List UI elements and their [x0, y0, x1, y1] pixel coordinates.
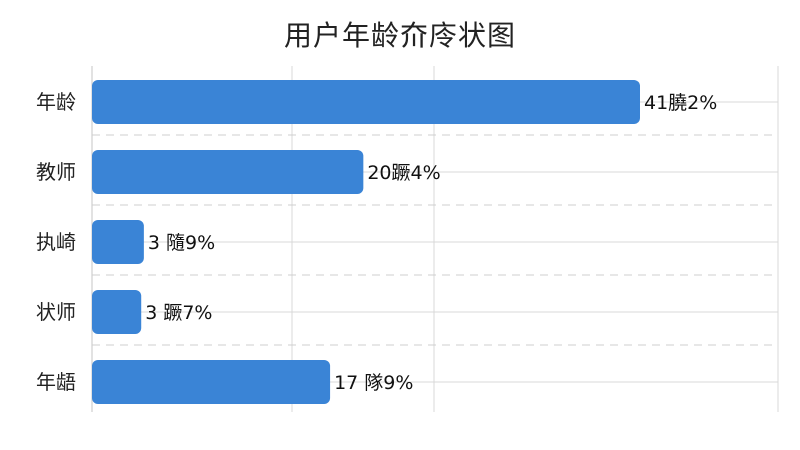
bar: [92, 80, 640, 124]
data-label: 41膮2%: [644, 92, 717, 114]
data-label: 3 蹶7%: [145, 302, 212, 324]
chart-title: 用户年龄夼㡵状图: [283, 19, 516, 52]
category-label: 教师: [36, 160, 76, 184]
data-label: 20蹶4%: [367, 162, 440, 184]
data-label: 3 隨9%: [148, 232, 215, 254]
bar: [92, 150, 364, 194]
data-label: 17 隊9%: [334, 372, 413, 394]
category-label: 状师: [36, 300, 76, 324]
bar: [92, 290, 142, 334]
category-label: 年龄: [36, 90, 76, 114]
bar: [92, 360, 331, 404]
category-label: 年龉: [36, 370, 76, 394]
bar: [92, 220, 144, 264]
category-label: 执崎: [36, 230, 76, 254]
